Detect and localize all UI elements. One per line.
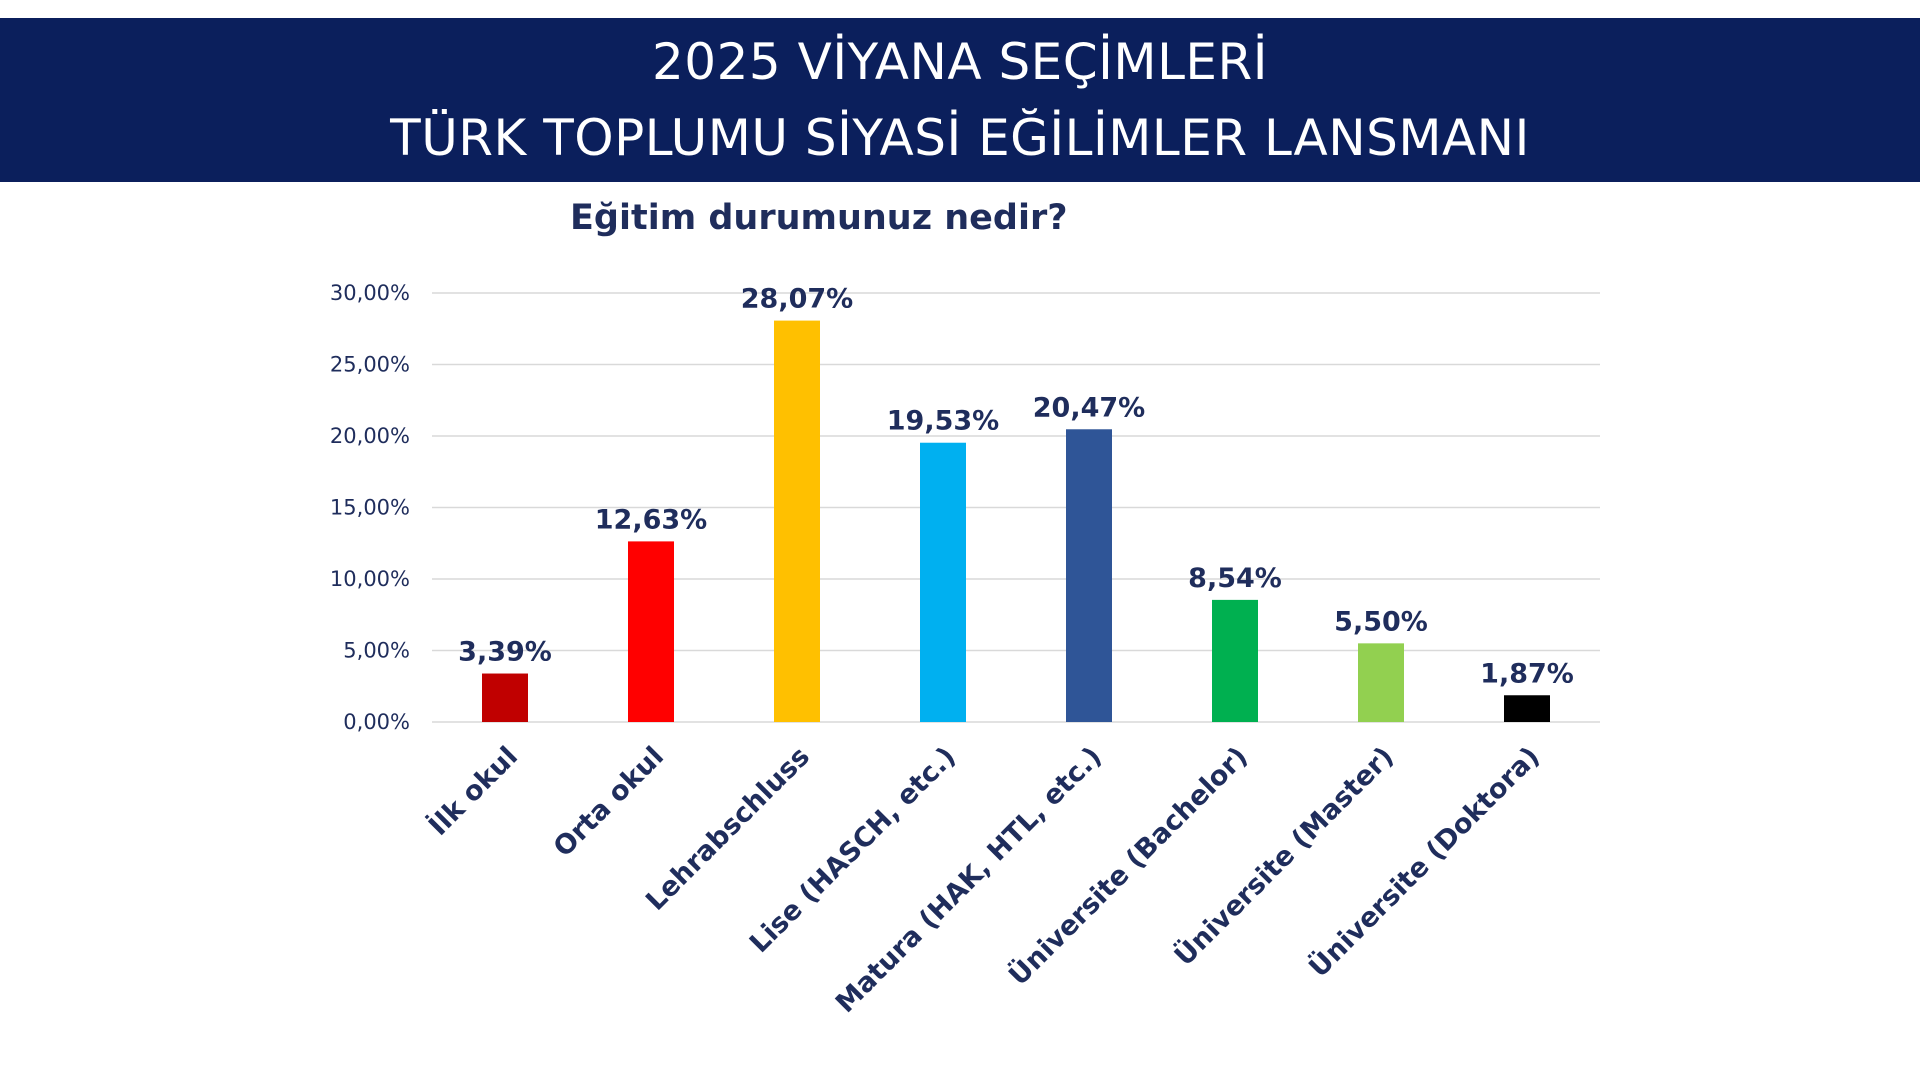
y-tick-label: 20,00% [330, 424, 410, 448]
chart-title: Eğitim durumunuz nedir? [570, 198, 1068, 238]
data-label: 3,39% [458, 637, 552, 668]
data-label: 5,50% [1334, 606, 1428, 637]
header-banner: 2025 VİYANA SEÇİMLERİ TÜRK TOPLUMU SİYAS… [0, 18, 1920, 182]
y-tick-label: 30,00% [330, 281, 410, 305]
y-tick-label: 25,00% [330, 353, 410, 377]
data-label: 8,54% [1188, 563, 1282, 594]
data-label: 20,47% [1033, 392, 1145, 423]
bar [774, 320, 820, 722]
x-axis-label: İlk okul [422, 740, 524, 842]
x-axis-label: Üniversite (Bachelor) [1002, 740, 1254, 992]
bar [1066, 429, 1112, 722]
data-label: 28,07% [741, 284, 853, 315]
y-tick-label: 5,00% [343, 639, 410, 663]
bar [1212, 599, 1258, 722]
header-title-line-2: TÜRK TOPLUMU SİYASİ EĞİLİMLER LANSMANI [390, 109, 1530, 167]
bar [482, 673, 528, 722]
header-title-line-1: 2025 VİYANA SEÇİMLERİ [651, 33, 1269, 91]
y-axis-ticks: 0,00% 5,00% 10,00% 15,00% 20,00% 25,00% 30,00% [330, 281, 410, 734]
bar [1504, 695, 1550, 722]
bar [1358, 643, 1404, 722]
y-tick-label: 15,00% [330, 496, 410, 520]
bar [628, 541, 674, 722]
y-tick-label: 10,00% [330, 567, 410, 591]
x-axis-label: Üniversite (Doktora) [1302, 740, 1546, 984]
data-label: 1,87% [1480, 658, 1574, 689]
bar [920, 442, 966, 722]
grid-lines [432, 292, 1600, 723]
x-axis-label: Matura (HAK, HTL, etc.) [830, 741, 1108, 1019]
data-label: 12,63% [595, 504, 707, 535]
y-tick-label: 0,00% [343, 710, 410, 734]
data-labels: 3,39% 12,63% 28,07% 19,53% 20,47% 8,54% 5,50% 1… [458, 284, 1574, 690]
bars [482, 320, 1550, 722]
x-axis-label: Orta okul [548, 741, 670, 863]
data-label: 19,53% [887, 406, 999, 437]
